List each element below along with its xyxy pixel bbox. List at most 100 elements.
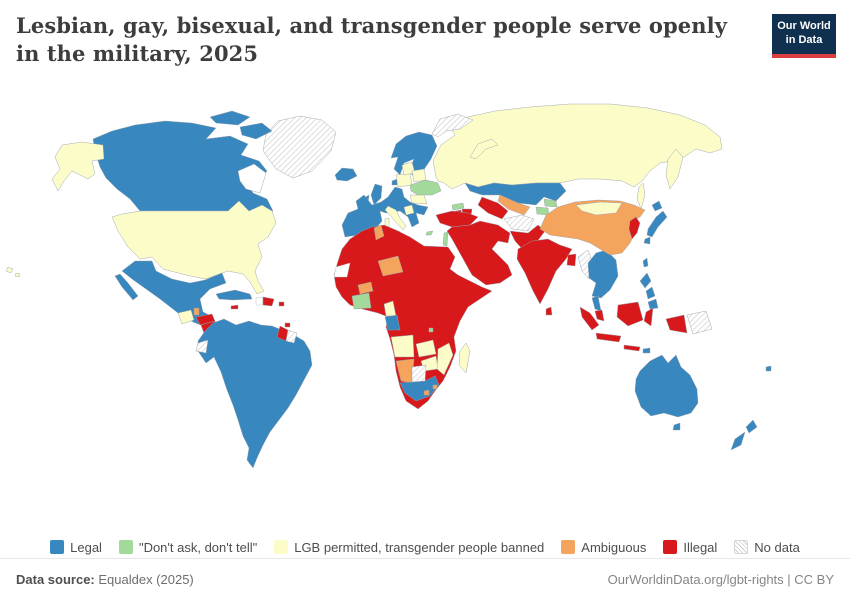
country-mozambique[interactable]: [436, 342, 454, 376]
country-australia[interactable]: [634, 354, 699, 418]
country-italy[interactable]: [384, 205, 407, 231]
country-burkina-faso[interactable]: [357, 281, 374, 295]
country-mexico[interactable]: [121, 260, 227, 328]
country-new-zealand-south[interactable]: [730, 431, 746, 451]
country-india[interactable]: [516, 238, 573, 305]
country-western-sahara[interactable]: [333, 262, 351, 278]
country-uk[interactable]: [370, 183, 383, 206]
country-new-zealand-north[interactable]: [745, 419, 758, 434]
country-haiti[interactable]: [255, 296, 264, 306]
footer-link[interactable]: OurWorldinData.org/lgbt-rights | CC BY: [607, 572, 834, 587]
country-middle-east[interactable]: [446, 220, 513, 286]
country-south-america[interactable]: [197, 318, 313, 469]
country-sri-lanka[interactable]: [545, 306, 553, 316]
country-western-europe[interactable]: [341, 186, 429, 238]
country-jamaica[interactable]: [230, 304, 239, 310]
country-tasmania[interactable]: [672, 422, 681, 431]
country-gabon-congo[interactable]: [384, 314, 401, 331]
country-indochina[interactable]: [587, 249, 619, 299]
legend-item-illegal[interactable]: Illegal: [663, 540, 717, 555]
country-japan-kyushu[interactable]: [643, 236, 651, 245]
country-baja[interactable]: [114, 273, 139, 301]
country-greenland[interactable]: [262, 115, 337, 179]
country-usa[interactable]: [111, 200, 277, 295]
country-svalbard[interactable]: [431, 113, 474, 138]
country-lesotho[interactable]: [423, 389, 430, 396]
legend-swatch-lgb: [274, 540, 289, 554]
data-source: Data source: Equaldex (2025): [16, 572, 194, 587]
country-turkmenistan[interactable]: [477, 196, 509, 220]
country-botswana[interactable]: [411, 364, 427, 384]
legend-item-no_data[interactable]: No data: [734, 540, 800, 555]
country-japan-honshu[interactable]: [646, 210, 668, 238]
legend-item-dadt[interactable]: "Don't ask, don't tell": [118, 540, 257, 555]
country-tunisia[interactable]: [373, 224, 385, 241]
country-turkey[interactable]: [435, 210, 479, 228]
country-western-balkans[interactable]: [403, 204, 415, 216]
legend-item-legal[interactable]: Legal: [50, 540, 102, 555]
country-denmark[interactable]: [391, 178, 398, 186]
country-niger[interactable]: [377, 255, 404, 277]
legend-item-lgb[interactable]: LGB permitted, transgender people banned: [274, 540, 544, 555]
country-philippines-mindanao[interactable]: [647, 298, 659, 310]
country-south-africa[interactable]: [399, 375, 440, 402]
country-korea[interactable]: [628, 216, 641, 240]
country-fiji[interactable]: [765, 365, 772, 372]
country-sakhalin[interactable]: [636, 182, 646, 210]
country-mongolia[interactable]: [575, 201, 623, 216]
country-rwanda[interactable]: [428, 327, 434, 333]
header: Lesbian, gay, bisexual, and transgender …: [16, 12, 834, 67]
country-angola[interactable]: [390, 334, 415, 358]
country-belize[interactable]: [193, 307, 200, 316]
country-canada-island[interactable]: [239, 122, 273, 140]
country-zambia[interactable]: [415, 339, 437, 358]
country-trinidad[interactable]: [284, 322, 291, 328]
map-legend: Legal "Don't ask, don't tell" LGB permitte…: [0, 538, 850, 556]
country-taiwan[interactable]: [642, 257, 649, 268]
country-japan-hokkaido[interactable]: [651, 200, 663, 212]
country-borneo[interactable]: [616, 301, 644, 327]
country-sulawesi[interactable]: [643, 307, 654, 327]
owid-logo-line1: Our World: [777, 20, 831, 33]
country-novaya-zemlya[interactable]: [469, 138, 499, 160]
country-cuba[interactable]: [215, 289, 253, 301]
page-title: Lesbian, gay, bisexual, and transgender …: [16, 13, 728, 66]
country-sumatra[interactable]: [579, 306, 600, 331]
country-bangladesh[interactable]: [566, 253, 577, 267]
country-timor-leste[interactable]: [642, 347, 651, 354]
country-belarus[interactable]: [411, 168, 427, 183]
country-alaska[interactable]: [51, 141, 105, 192]
country-cyprus[interactable]: [425, 230, 434, 236]
country-canada-island[interactable]: [209, 110, 251, 126]
legend-item-ambiguous[interactable]: Ambiguous: [561, 540, 646, 555]
country-malaysia[interactable]: [594, 309, 605, 322]
country-kyrgyzstan[interactable]: [543, 198, 558, 208]
country-georgia[interactable]: [451, 202, 465, 211]
country-iceland[interactable]: [334, 167, 358, 182]
country-guatemala[interactable]: [177, 309, 195, 325]
country-uzbekistan[interactable]: [497, 194, 531, 216]
country-ghana-cotedivoire[interactable]: [351, 292, 372, 310]
country-hawaii[interactable]: [5, 266, 21, 278]
country-israel[interactable]: [442, 231, 449, 247]
country-tajikistan[interactable]: [535, 206, 550, 216]
country-madagascar[interactable]: [458, 342, 471, 374]
country-lesser-sunda[interactable]: [623, 344, 641, 352]
country-thai-peninsula[interactable]: [591, 295, 602, 312]
country-puerto-rico[interactable]: [278, 301, 285, 307]
country-romania[interactable]: [409, 194, 428, 205]
country-java[interactable]: [595, 332, 622, 343]
country-west-papua[interactable]: [665, 314, 688, 334]
country-eswatini[interactable]: [432, 384, 438, 390]
country-ukraine[interactable]: [409, 179, 442, 196]
country-pakistan[interactable]: [509, 224, 546, 252]
country-suriname[interactable]: [285, 329, 298, 344]
country-kamchatka[interactable]: [665, 148, 684, 190]
owid-logo[interactable]: Our World in Data: [772, 14, 836, 58]
country-afghanistan[interactable]: [503, 214, 535, 232]
country-philippines-luzon[interactable]: [639, 272, 652, 289]
country-papua-new-guinea[interactable]: [686, 310, 713, 335]
country-philippines-visayas[interactable]: [645, 286, 656, 300]
country-ecuador[interactable]: [195, 339, 209, 354]
country-dominican-republic[interactable]: [262, 296, 275, 307]
